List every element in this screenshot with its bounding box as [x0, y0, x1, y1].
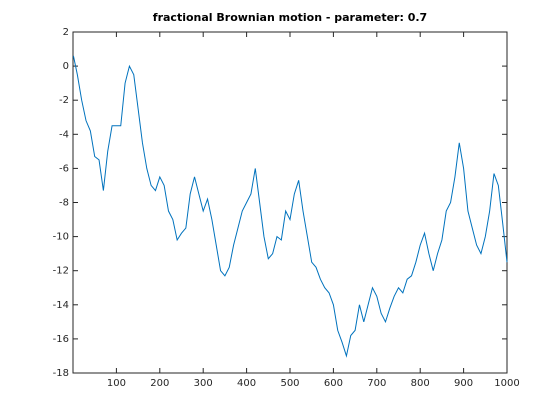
y-tick-label: -4: [59, 129, 69, 140]
plot-area: [72, 31, 508, 374]
y-tick-label: -6: [59, 163, 69, 174]
x-tick-label: 100: [107, 378, 126, 389]
data-line: [72, 55, 508, 358]
x-tick-label: 700: [367, 378, 386, 389]
x-tick-label: 200: [150, 378, 169, 389]
y-tick-label: -10: [53, 232, 69, 243]
x-tick-label: 800: [411, 378, 430, 389]
y-tick-label: -14: [53, 300, 69, 311]
x-tick-label: 900: [454, 378, 473, 389]
x-tick-label: 1000: [494, 378, 519, 389]
y-tick-label: -18: [53, 368, 69, 379]
y-tick-label: 2: [63, 27, 69, 38]
x-tick-label: 300: [194, 378, 213, 389]
y-tick-label: -2: [59, 95, 69, 106]
x-tick-label: 500: [280, 378, 299, 389]
x-tick-label: 400: [237, 378, 256, 389]
x-tick-label: 600: [324, 378, 343, 389]
y-tick-label: 0: [63, 61, 69, 72]
y-tick-label: -12: [53, 266, 69, 277]
y-tick-label: -16: [53, 334, 69, 345]
chart-title: fractional Brownian motion - parameter: …: [153, 11, 427, 24]
y-tick-label: -8: [59, 198, 69, 209]
